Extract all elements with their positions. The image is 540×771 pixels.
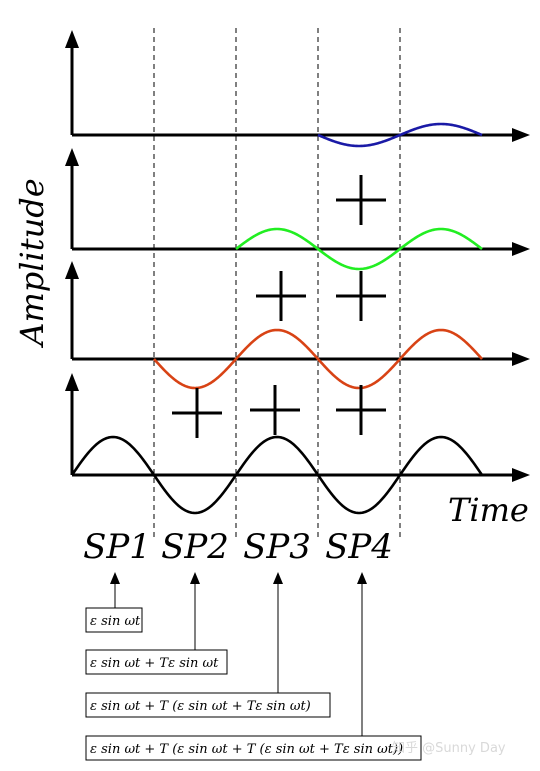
connector-sp1 xyxy=(110,572,120,608)
formula-box-1: ε sin ωt xyxy=(85,607,143,633)
y-axis-label: Amplitude xyxy=(13,178,51,348)
row2-wave xyxy=(153,328,483,390)
plus-sign xyxy=(336,385,386,435)
segment-label-sp1: SP1 xyxy=(83,527,151,567)
x-axis-label: Time xyxy=(448,491,529,529)
row-axes-1 xyxy=(65,30,530,142)
connector-sp4 xyxy=(357,572,367,736)
formula-box-2: ε sin ωt + Tε sin ωt xyxy=(85,649,228,675)
row-axes-3 xyxy=(65,261,530,366)
row4-wave xyxy=(317,122,483,148)
formula-box-3: ε sin ωt + T (ε sin ωt + Tε sin ωt) xyxy=(85,692,331,718)
plus-sign xyxy=(172,388,222,438)
plus-sign xyxy=(250,385,300,435)
segment-dividers xyxy=(153,28,401,540)
row-axes-2 xyxy=(65,148,530,256)
plus-sign xyxy=(256,271,306,321)
row-axes-4 xyxy=(65,373,530,482)
row1-wave xyxy=(70,435,484,515)
connector-sp2 xyxy=(190,572,200,650)
row3-wave xyxy=(235,227,483,271)
watermark: 知乎 @Sunny Day xyxy=(392,740,506,756)
formula-text-4: ε sin ωt + T (ε sin ωt + T (ε sin ωt + T… xyxy=(90,742,403,757)
formula-text-2: ε sin ωt + Tε sin ωt xyxy=(90,656,219,671)
segment-label-sp3: SP3 xyxy=(243,527,311,567)
formula-box-4: ε sin ωt + T (ε sin ωt + T (ε sin ωt + T… xyxy=(85,735,422,761)
plus-sign xyxy=(336,271,386,321)
segment-label-sp2: SP2 xyxy=(161,527,229,567)
segment-label-sp4: SP4 xyxy=(325,527,393,567)
connector-sp3 xyxy=(273,572,283,693)
formula-text-1: ε sin ωt xyxy=(90,614,141,629)
plus-sign xyxy=(336,175,386,225)
formula-text-3: ε sin ωt + T (ε sin ωt + Tε sin ωt) xyxy=(90,699,311,714)
